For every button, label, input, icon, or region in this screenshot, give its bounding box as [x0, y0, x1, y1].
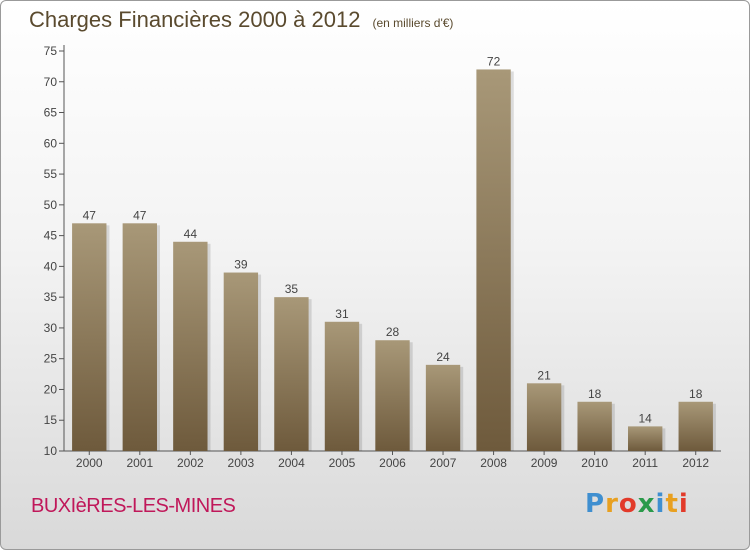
y-tick-label: 65 [44, 106, 58, 120]
bar-value-label: 18 [689, 387, 703, 401]
bar-value-label: 31 [335, 307, 349, 321]
y-tick-label: 45 [44, 229, 58, 243]
y-tick-label: 40 [44, 259, 58, 273]
y-tick-label: 55 [44, 167, 58, 181]
bar [375, 340, 410, 451]
y-tick-label: 30 [44, 321, 58, 335]
x-tick-label: 2012 [682, 456, 709, 470]
x-tick-label: 2009 [531, 456, 558, 470]
brand-letter: o [618, 489, 638, 519]
x-tick-label: 2006 [379, 456, 406, 470]
x-tick-label: 2002 [177, 456, 204, 470]
bar [173, 241, 208, 451]
bar-value-label: 35 [285, 282, 299, 296]
brand-letter: r [605, 489, 619, 519]
bar [324, 321, 360, 451]
x-tick-label: 2008 [480, 456, 507, 470]
bar [274, 297, 309, 451]
bar [425, 364, 461, 451]
x-tick-label: 2004 [278, 456, 305, 470]
proxiti-logo: Proxiti [585, 489, 689, 519]
x-tick-label: 2005 [329, 456, 356, 470]
bar [678, 401, 713, 451]
bar-value-label: 18 [588, 387, 602, 401]
brand-letter: i [678, 489, 689, 519]
bar [476, 69, 511, 451]
x-tick-label: 2007 [430, 456, 457, 470]
y-tick-label: 15 [44, 413, 58, 427]
chart-title-text: Charges Financières 2000 à 2012 [29, 7, 361, 32]
y-tick-label: 75 [44, 44, 58, 58]
y-tick-label: 70 [44, 75, 58, 89]
bar-value-label: 14 [639, 411, 653, 425]
y-tick-label: 60 [44, 136, 58, 150]
y-tick-label: 10 [44, 444, 58, 458]
commune-name: BUXIèRES-LES-MINES [31, 495, 236, 517]
bar-value-label: 44 [184, 227, 198, 241]
bar-value-label: 39 [234, 258, 248, 272]
x-tick-label: 2001 [126, 456, 153, 470]
bar-value-label: 28 [386, 325, 400, 339]
brand-letter: P [585, 489, 606, 519]
y-tick-label: 35 [44, 290, 58, 304]
bar-value-label: 47 [83, 208, 97, 222]
bar-value-label: 47 [133, 208, 147, 222]
bar [526, 383, 562, 451]
bar [122, 223, 157, 451]
bar-value-label: 24 [436, 350, 450, 364]
y-tick-label: 25 [44, 352, 58, 366]
chart-title: Charges Financières 2000 à 2012 (en milli… [29, 7, 453, 33]
bar [72, 223, 107, 451]
x-tick-label: 2010 [581, 456, 608, 470]
bar-value-label: 21 [537, 368, 551, 382]
bar [223, 272, 259, 451]
brand-letter: i [655, 489, 666, 519]
y-tick-label: 20 [44, 382, 58, 396]
chart-subtitle: (en milliers d'€) [372, 16, 454, 30]
bar [628, 426, 663, 451]
y-tick-label: 50 [44, 198, 58, 212]
bar [577, 401, 612, 451]
bar-value-label: 72 [487, 54, 501, 68]
x-tick-label: 2011 [632, 456, 658, 470]
brand-letter: x [637, 489, 656, 519]
brand-letter: t [665, 489, 679, 519]
x-tick-label: 2000 [76, 456, 103, 470]
x-tick-label: 2003 [228, 456, 255, 470]
